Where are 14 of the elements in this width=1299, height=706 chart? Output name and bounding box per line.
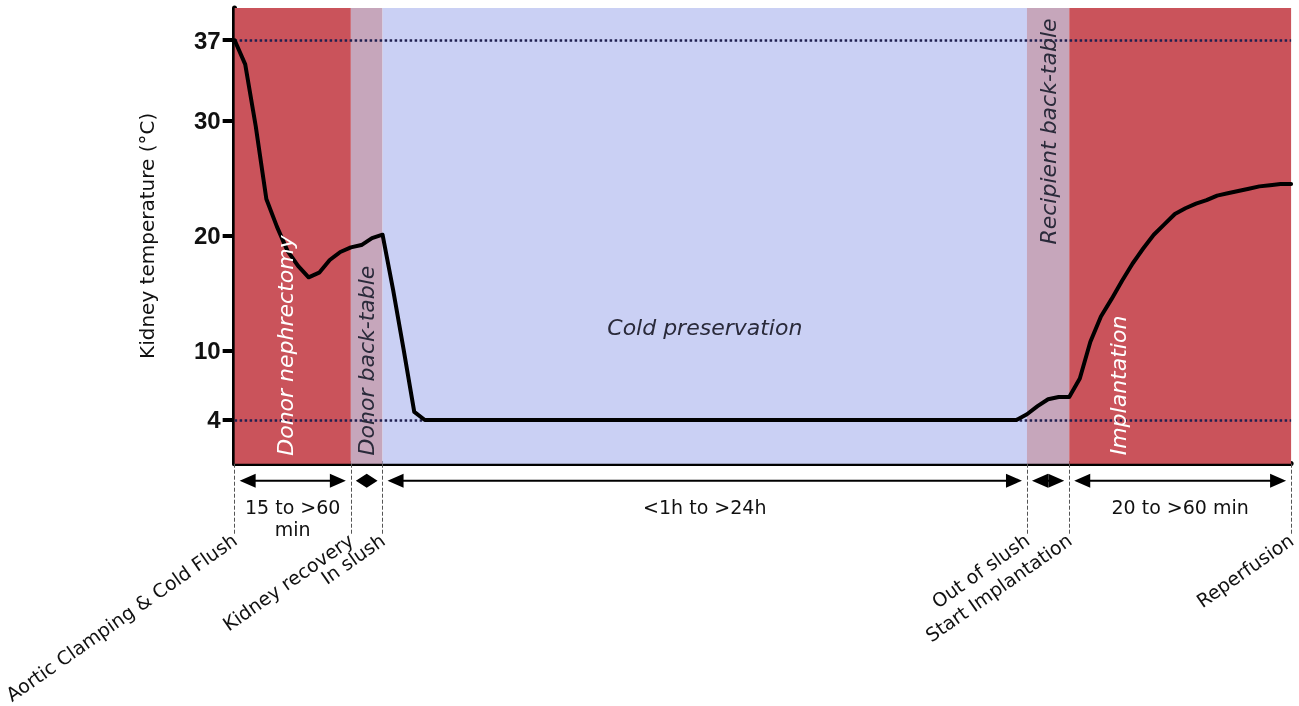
band-label: Cold preservation xyxy=(607,314,803,340)
text: <1h to >24h xyxy=(642,495,768,518)
y-tick-label: 10 xyxy=(193,337,221,365)
y-tick-label: 30 xyxy=(193,107,221,135)
band-label: Donor nephrectomy xyxy=(272,235,298,456)
y-tick-label: 20 xyxy=(193,222,221,250)
text: 15 to >60 min xyxy=(245,495,341,540)
band-label: Recipient back-table xyxy=(1035,17,1061,245)
text: 20 to >60 min xyxy=(1110,495,1250,518)
band-label: Implantation xyxy=(1106,315,1132,456)
y-tick-label: 4 xyxy=(207,406,222,434)
band-label: Donor back-table xyxy=(354,265,380,456)
y-tick-label: 37 xyxy=(193,26,221,54)
y-axis-title: Kidney temperature (°C) xyxy=(134,112,159,359)
